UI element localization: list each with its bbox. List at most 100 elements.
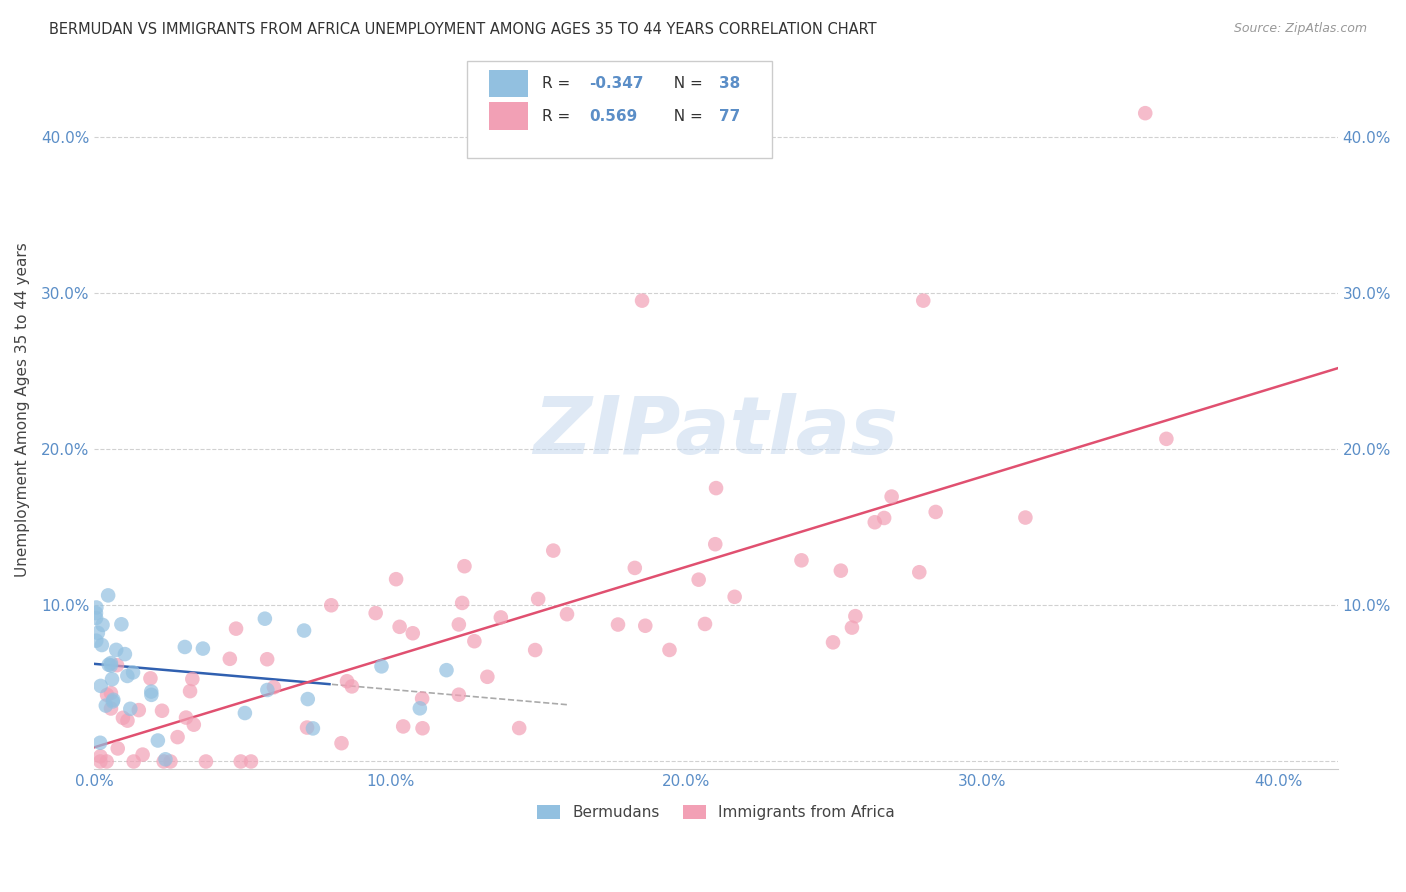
- Text: ZIPatlas: ZIPatlas: [533, 392, 898, 471]
- Legend: Bermudans, Immigrants from Africa: Bermudans, Immigrants from Africa: [531, 798, 901, 826]
- Point: [122, 755, 145, 769]
- Point: [131, 747, 153, 762]
- Point: [704, 537, 727, 551]
- Point: [97, 657, 120, 672]
- Point: [634, 618, 657, 632]
- Text: 77: 77: [718, 109, 740, 124]
- Point: [1014, 510, 1036, 524]
- Point: [166, 730, 188, 744]
- Point: [110, 617, 132, 632]
- Point: [873, 511, 896, 525]
- Point: [150, 704, 173, 718]
- Point: [84, 633, 107, 648]
- Point: [155, 752, 177, 766]
- Point: [117, 714, 139, 728]
- Point: [409, 701, 432, 715]
- Point: [100, 701, 122, 715]
- Point: [179, 684, 201, 698]
- Point: [790, 553, 813, 567]
- Point: [841, 621, 863, 635]
- Point: [100, 656, 122, 670]
- Point: [141, 684, 163, 698]
- FancyBboxPatch shape: [467, 62, 772, 159]
- Point: [103, 692, 125, 706]
- Point: [724, 590, 747, 604]
- Point: [436, 663, 458, 677]
- Point: [477, 670, 499, 684]
- Point: [447, 688, 470, 702]
- Point: [658, 643, 681, 657]
- Point: [688, 573, 710, 587]
- Point: [183, 717, 205, 731]
- Point: [411, 691, 433, 706]
- Point: [141, 688, 163, 702]
- Point: [152, 755, 174, 769]
- Point: [233, 706, 256, 720]
- Point: [607, 617, 630, 632]
- Point: [114, 647, 136, 661]
- Point: [91, 618, 114, 632]
- Point: [96, 755, 118, 769]
- Point: [174, 710, 197, 724]
- Point: [89, 736, 111, 750]
- Point: [89, 755, 111, 769]
- Point: [218, 652, 240, 666]
- Text: BERMUDAN VS IMMIGRANTS FROM AFRICA UNEMPLOYMENT AMONG AGES 35 TO 44 YEARS CORREL: BERMUDAN VS IMMIGRANTS FROM AFRICA UNEMP…: [49, 22, 877, 37]
- Point: [451, 596, 474, 610]
- Point: [524, 643, 547, 657]
- Point: [173, 640, 195, 654]
- Text: Source: ZipAtlas.com: Source: ZipAtlas.com: [1233, 22, 1367, 36]
- Point: [86, 600, 108, 615]
- Point: [623, 561, 645, 575]
- Point: [508, 721, 530, 735]
- Point: [139, 671, 162, 685]
- Point: [880, 490, 903, 504]
- Point: [336, 674, 359, 689]
- Point: [101, 694, 124, 708]
- Point: [1156, 432, 1178, 446]
- Point: [908, 566, 931, 580]
- Point: [240, 755, 263, 769]
- Point: [830, 564, 852, 578]
- Point: [194, 755, 217, 769]
- Point: [295, 721, 318, 735]
- Point: [704, 481, 727, 495]
- Point: [89, 749, 111, 764]
- Point: [101, 672, 124, 686]
- Point: [463, 634, 485, 648]
- Point: [330, 736, 353, 750]
- Point: [90, 638, 112, 652]
- Point: [263, 680, 285, 694]
- Point: [96, 688, 118, 702]
- Text: N =: N =: [664, 76, 707, 91]
- Point: [94, 698, 117, 713]
- FancyBboxPatch shape: [488, 103, 529, 129]
- Point: [1135, 106, 1157, 120]
- Point: [321, 599, 343, 613]
- Point: [364, 606, 387, 620]
- FancyBboxPatch shape: [488, 70, 529, 97]
- Point: [489, 610, 512, 624]
- Point: [100, 686, 122, 700]
- Point: [122, 665, 145, 680]
- Point: [292, 624, 315, 638]
- Point: [527, 591, 550, 606]
- Text: R =: R =: [541, 76, 575, 91]
- Point: [392, 719, 415, 733]
- Text: 38: 38: [718, 76, 740, 91]
- Point: [388, 620, 411, 634]
- Point: [863, 515, 886, 529]
- Point: [117, 669, 139, 683]
- Point: [105, 643, 128, 657]
- Point: [84, 606, 107, 620]
- Point: [412, 721, 434, 735]
- Point: [225, 622, 247, 636]
- Point: [924, 505, 946, 519]
- Point: [191, 641, 214, 656]
- Point: [912, 293, 935, 308]
- Point: [107, 741, 129, 756]
- Point: [340, 680, 363, 694]
- Text: -0.347: -0.347: [589, 76, 644, 91]
- Point: [87, 626, 110, 640]
- Point: [111, 711, 134, 725]
